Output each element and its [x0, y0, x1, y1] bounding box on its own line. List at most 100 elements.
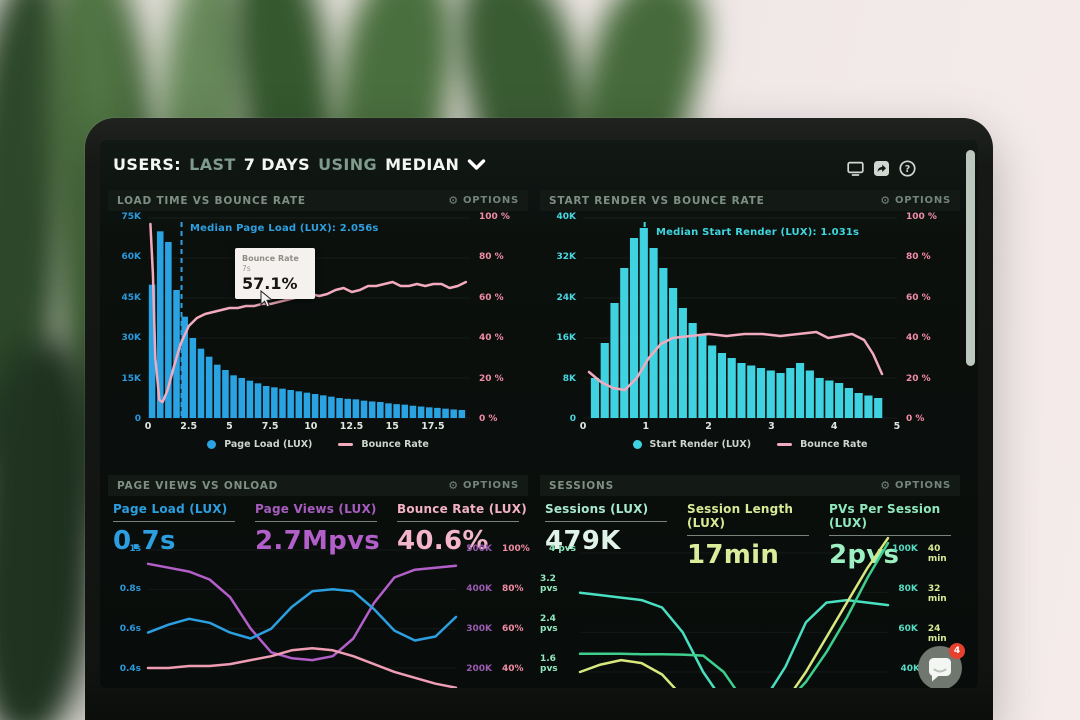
- monitor-icon[interactable]: [847, 160, 864, 177]
- median-annotation: Median Start Render (LUX): 1.031s: [656, 227, 860, 238]
- axis-tick-label: 32K: [556, 252, 577, 263]
- axis-tick-label: 40%: [502, 664, 524, 674]
- axis-tick-label: 2: [705, 421, 712, 432]
- axis-tick-label: 60 %: [906, 292, 931, 303]
- legend-label: Bounce Rate: [361, 439, 429, 450]
- y-axis-left-ticks: 40K 32K 24K 16K 8K 0: [540, 212, 577, 424]
- header-using-label: USING: [318, 155, 378, 174]
- axis-tick-label: 3: [768, 421, 775, 432]
- axis-tick-label: 80%: [502, 584, 524, 594]
- chat-bubble-icon: [929, 658, 951, 682]
- legend-label: Start Render (LUX): [649, 439, 752, 450]
- metric-page-load: Page Load (LUX) 0.7s: [113, 502, 243, 556]
- start-render-histogram-chart[interactable]: [540, 190, 960, 432]
- legend-label: Page Load (LUX): [224, 439, 313, 450]
- panel-title: SESSIONS: [549, 479, 614, 492]
- metric-underline: [397, 521, 519, 522]
- panel-title: START RENDER VS BOUNCE RATE: [549, 194, 765, 207]
- axis-tick-label: 200K: [466, 664, 492, 674]
- page-views-line-chart[interactable]: [108, 475, 528, 688]
- bounce-rate-tooltip: Bounce Rate 7s 57.1%: [235, 248, 315, 299]
- axis-tick-label: 60%: [502, 624, 524, 634]
- gear-icon: ⚙: [880, 479, 891, 492]
- axis-tick-label: 3.2 pvs: [540, 574, 558, 594]
- metric-bounce-rate: Bounce Rate (LUX) 40.6%: [397, 502, 527, 556]
- axis-tick-label: 0.8s: [119, 584, 141, 594]
- y-axis-right-ticks: 100 % 80 % 60 % 40 % 20 % 0 %: [906, 212, 956, 424]
- sessions-line-chart[interactable]: [540, 475, 960, 688]
- y-axis-right-ticks: 100K 40 min 80K 32 min 60K 24 min 40K: [888, 544, 960, 674]
- axis-tick-label: 0: [144, 421, 152, 432]
- options-button[interactable]: ⚙ OPTIONS: [880, 194, 951, 207]
- dashboard-filter-dropdown[interactable]: USERS: LAST 7 DAYS USING MEDIAN: [113, 155, 486, 174]
- axis-tick-label: 0: [569, 413, 576, 424]
- panel-start-render-vs-bounce-rate: START RENDER VS BOUNCE RATE ⚙ OPTIONS 40K…: [540, 190, 960, 470]
- axis-tick-label: 7.5: [261, 421, 279, 432]
- scrollbar-thumb[interactable]: [966, 150, 975, 366]
- panel-header: PAGE VIEWS VS ONLOAD ⚙ OPTIONS: [108, 475, 528, 496]
- axis-tick-label: 1: [642, 421, 650, 432]
- axis-tick-label: 24K: [556, 292, 577, 303]
- chart-legend: Page Load (LUX) Bounce Rate: [108, 439, 528, 450]
- gear-icon: ⚙: [448, 479, 459, 492]
- metric-session-length: Session Length (LUX) 17min: [687, 502, 817, 570]
- panel-header: LOAD TIME VS BOUNCE RATE ⚙ OPTIONS: [108, 190, 528, 211]
- chat-badge: 4: [949, 643, 965, 659]
- chart-legend: Start Render (LUX) Bounce Rate: [540, 439, 960, 450]
- axis-tick-label: 40K: [556, 212, 577, 222]
- axis-tick-label: 100 %: [906, 212, 937, 222]
- axis-tick-label: 0 %: [906, 413, 925, 424]
- axis-tick-label: 4 pvs: [548, 544, 576, 554]
- options-button[interactable]: ⚙ OPTIONS: [880, 479, 951, 492]
- axis-tick-label: 60K: [121, 252, 142, 263]
- axis-tick-label: 2.5: [180, 421, 198, 432]
- metric-underline: [113, 521, 235, 522]
- axis-tick-label: 32 min: [927, 584, 947, 604]
- axis-tick-label: 60 %: [479, 292, 504, 303]
- legend-dash: [777, 443, 793, 446]
- axis-tick-label: 16K: [556, 333, 577, 344]
- options-button[interactable]: ⚙ OPTIONS: [448, 479, 519, 492]
- axis-tick-label: 80 %: [479, 252, 504, 263]
- axis-tick-label: 300K: [466, 624, 492, 634]
- legend-dash: [338, 443, 354, 446]
- axis-tick-label: 100 %: [479, 212, 510, 222]
- gear-icon: ⚙: [448, 194, 459, 207]
- axis-tick-label: 0 %: [479, 413, 498, 424]
- legend-dot: [207, 440, 217, 449]
- axis-tick-label: 75K: [121, 212, 142, 222]
- help-icon[interactable]: ?: [899, 160, 916, 177]
- axis-tick-label: 4: [830, 421, 838, 432]
- chat-widget-button[interactable]: 4: [918, 643, 965, 688]
- header-last-label: LAST: [189, 155, 236, 174]
- x-axis-ticks: 0 2.5 5 7.5 10 12.5 15 17.5: [135, 421, 446, 432]
- axis-tick-label: 400K: [466, 584, 492, 594]
- laptop: USERS: LAST 7 DAYS USING MEDIAN ? LOAD T…: [85, 118, 993, 720]
- chevron-down-icon: [468, 158, 486, 170]
- y-axis-right-ticks: 100 % 80 % 60 % 40 % 20 % 0 %: [479, 212, 525, 424]
- median-annotation: Median Page Load (LUX): 2.056s: [190, 223, 379, 234]
- axis-tick-label: 30K: [121, 333, 142, 344]
- legend-dot: [632, 440, 642, 449]
- axis-tick-label: 60K: [898, 624, 918, 634]
- axis-tick-label: 5: [226, 421, 233, 432]
- axis-tick-label: 40 min: [927, 544, 947, 564]
- axis-tick-label: 100%: [502, 544, 530, 554]
- svg-text:?: ?: [905, 164, 911, 175]
- axis-tick-label: 40K: [900, 664, 921, 674]
- axis-tick-label: 0.6s: [119, 624, 141, 634]
- axis-tick-label: 8K: [562, 373, 576, 384]
- axis-tick-label: 0.4s: [119, 664, 141, 674]
- metric-underline: [829, 535, 951, 536]
- panel-title: PAGE VIEWS VS ONLOAD: [117, 479, 279, 492]
- axis-tick-label: 5: [893, 421, 901, 432]
- share-icon[interactable]: [873, 160, 890, 177]
- axis-tick-label: 12.5: [339, 421, 364, 432]
- axis-tick-label: 0: [579, 421, 587, 432]
- axis-tick-label: 20 %: [479, 373, 504, 384]
- gear-icon: ⚙: [880, 194, 891, 207]
- y-axis-right-ticks: 500K 100% 400K 80% 300K 60% 200K 40%: [460, 544, 530, 674]
- axis-tick-label: 0: [134, 413, 141, 424]
- metric-underline: [255, 521, 377, 522]
- options-button[interactable]: ⚙ OPTIONS: [448, 194, 519, 207]
